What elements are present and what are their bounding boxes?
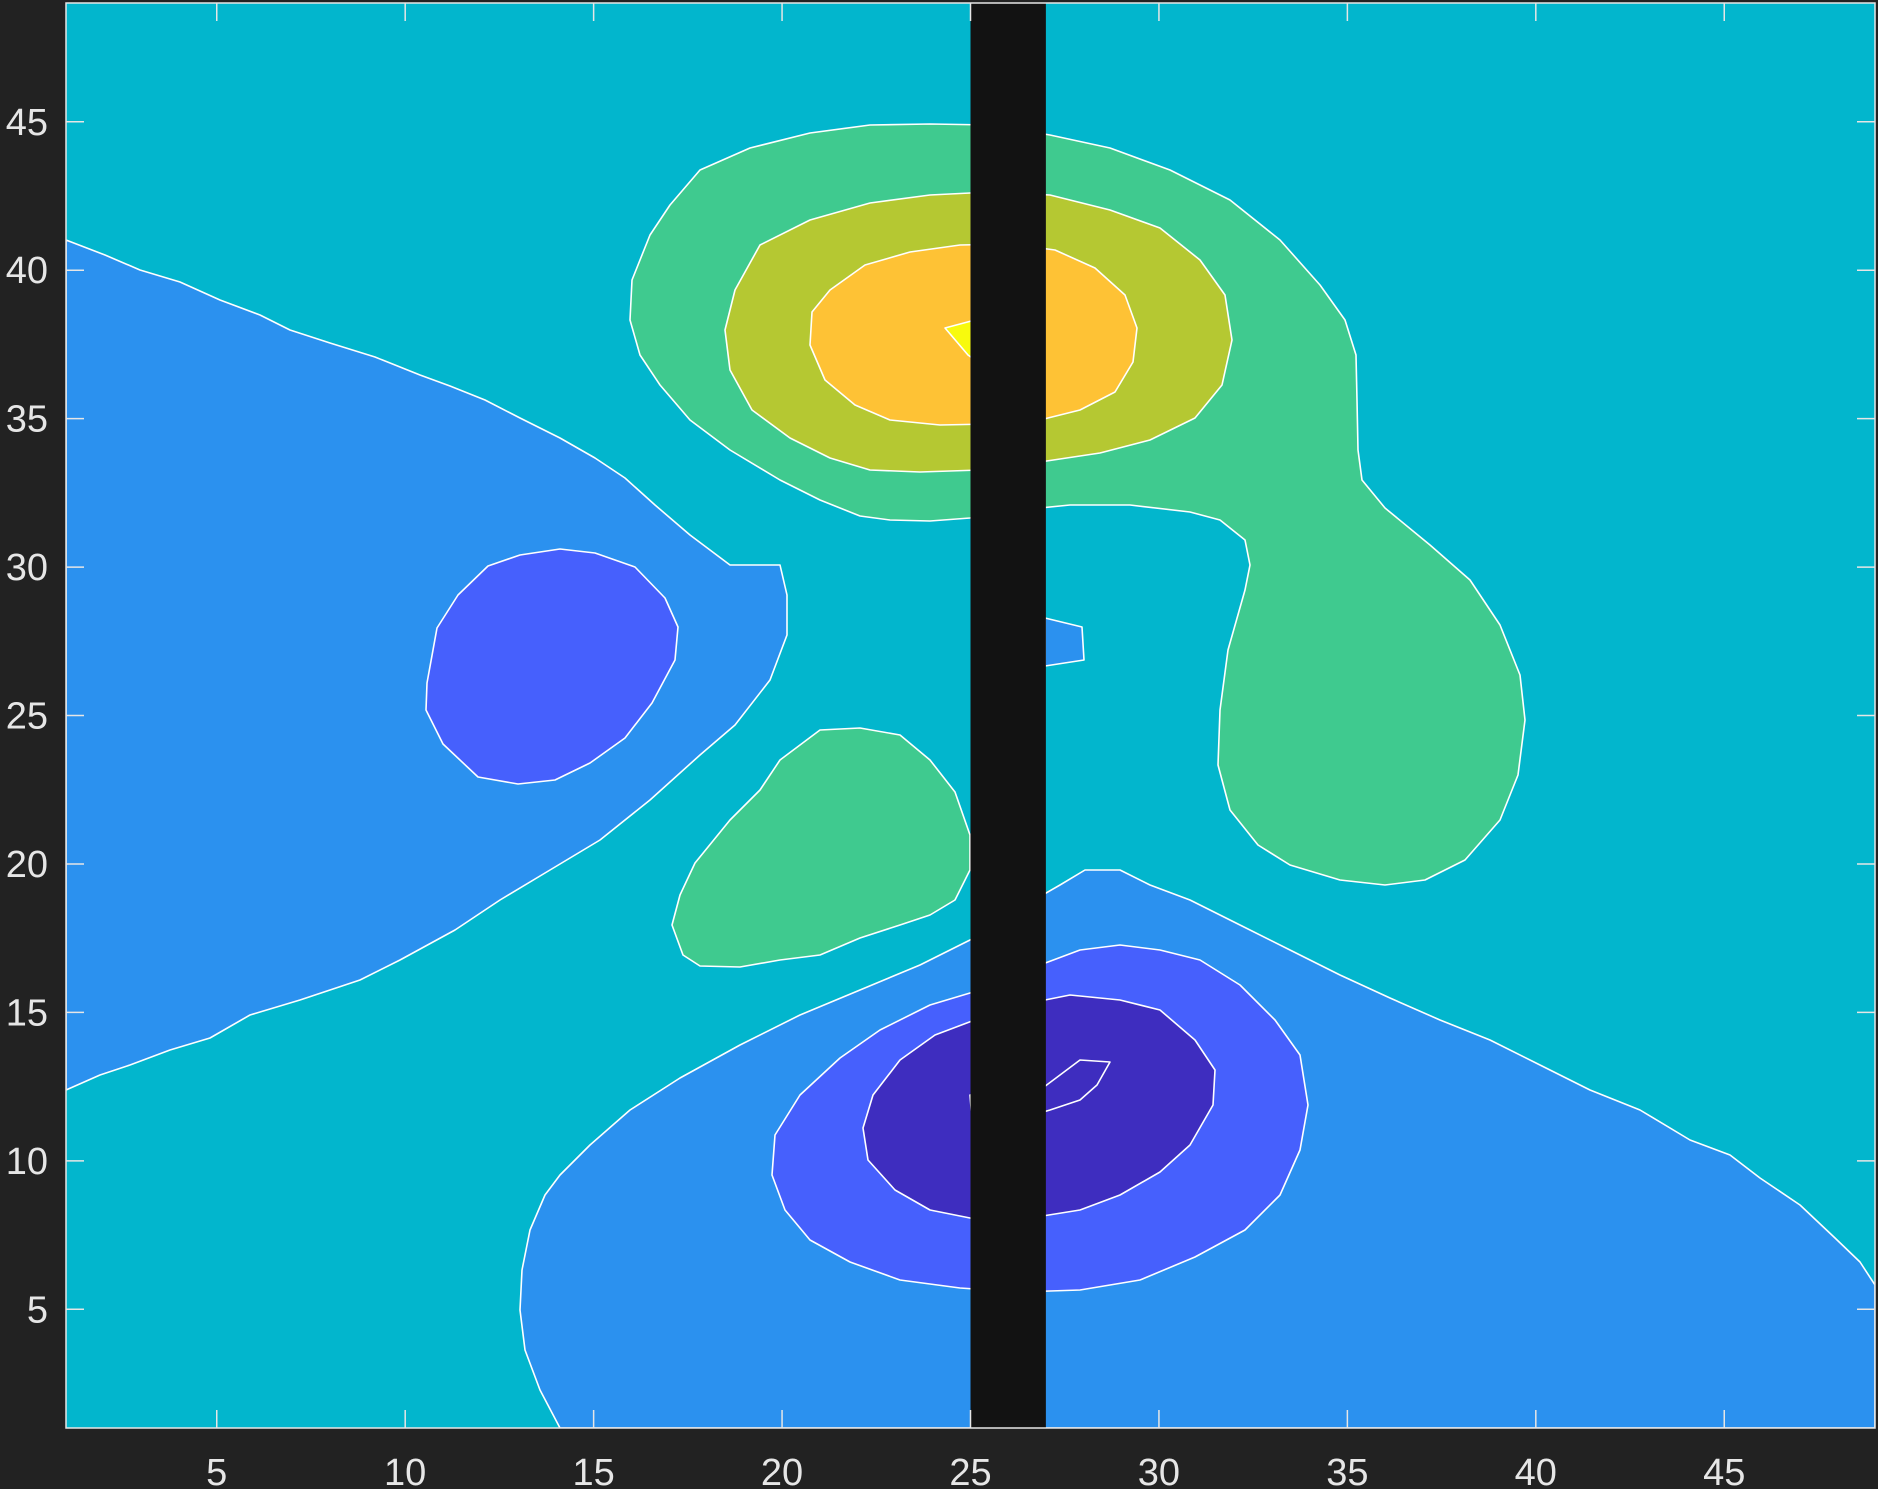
x-tick-label: 15 (572, 1452, 614, 1489)
x-axis-ticks: 5 10 15 20 25 30 35 40 45 (206, 3, 1745, 1489)
y-tick-label: 45 (6, 102, 48, 144)
x-tick-label: 30 (1138, 1452, 1180, 1489)
x-tick-label: 25 (949, 1452, 991, 1489)
y-tick-label: 35 (6, 399, 48, 441)
y-tick-label: 15 (6, 992, 48, 1034)
contour-region-left-mid-low (66, 239, 788, 1091)
x-tick-label: 5 (206, 1452, 227, 1489)
y-tick-label: 5 (27, 1289, 48, 1331)
y-tick-label: 30 (6, 547, 48, 589)
x-tick-label: 40 (1515, 1452, 1557, 1489)
y-axis-ticks: 5 10 15 20 25 30 35 40 45 (6, 102, 1875, 1331)
x-tick-label: 20 (761, 1452, 803, 1489)
plot-area (66, 3, 1875, 1428)
x-tick-label: 35 (1326, 1452, 1368, 1489)
masked-band (970, 3, 1046, 1428)
contour-region-left-low (425, 548, 679, 785)
y-tick-label: 10 (6, 1141, 48, 1183)
contour-region-center-lobe-mid-high (671, 727, 971, 968)
y-tick-label: 40 (6, 250, 48, 292)
x-tick-label: 45 (1703, 1452, 1745, 1489)
x-tick-label: 10 (384, 1452, 426, 1489)
y-tick-label: 20 (6, 844, 48, 886)
y-tick-label: 25 (6, 696, 48, 738)
